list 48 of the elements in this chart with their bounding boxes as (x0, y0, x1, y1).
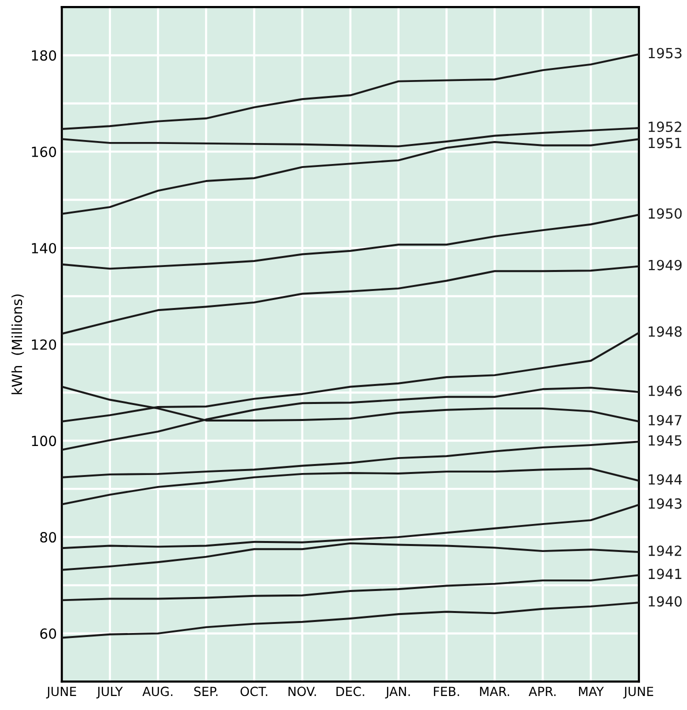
series-label: 1942 (648, 546, 682, 556)
series-label: 1949 (648, 260, 682, 270)
series-label: 1950 (648, 208, 682, 219)
x-tick-label: DEC. (336, 686, 364, 696)
x-tick-label: NOV. (288, 686, 316, 696)
line-series (62, 602, 639, 639)
line-series (62, 468, 639, 506)
y-tick-label: 120 (32, 339, 56, 350)
line-series (62, 440, 639, 478)
x-tick-label: APR. (528, 686, 556, 696)
series-label: 1946 (648, 386, 682, 396)
line-series (62, 265, 639, 335)
series-label: 1945 (648, 435, 682, 446)
x-tick-label: FEB. (434, 686, 460, 696)
x-tick-label: AUG. (142, 686, 172, 696)
line-series (62, 53, 639, 130)
x-tick-label: OCT. (240, 686, 268, 696)
y-tick-label: 100 (32, 436, 56, 446)
series-label: 1953 (648, 48, 682, 58)
line-series (62, 138, 639, 215)
line-series (62, 127, 639, 148)
x-tick-label: MAY (579, 686, 604, 696)
series-label: 1943 (648, 498, 682, 509)
series-label: 1948 (648, 326, 682, 337)
series-label: 1940 (648, 596, 682, 607)
series-label: 1951 (648, 138, 682, 148)
x-tick-label: JAN. (385, 686, 410, 698)
x-tick-label: JUNE (623, 686, 654, 698)
series-label: 1952 (648, 122, 682, 132)
line-series (62, 214, 639, 270)
series-label: 1947 (648, 414, 682, 426)
x-tick-label: SEP. (194, 686, 218, 696)
y-tick-label: 180 (32, 50, 56, 61)
line-series (62, 504, 639, 550)
y-tick-label: 140 (32, 242, 56, 254)
x-tick-label: JULY (96, 686, 123, 698)
y-tick-label: 80 (40, 532, 56, 543)
x-tick-label: MAR. (480, 686, 510, 696)
line-series (62, 574, 639, 602)
y-axis-title: kWh (Millions) (11, 294, 24, 394)
line-series (62, 386, 639, 451)
line-series (62, 542, 639, 571)
line-series (62, 332, 639, 422)
y-tick-label: 60 (40, 628, 56, 639)
x-tick-label: JUNE (46, 686, 76, 698)
series-label: 1941 (648, 568, 682, 580)
series-label: 1944 (648, 474, 682, 485)
y-tick-label: 160 (32, 146, 56, 158)
